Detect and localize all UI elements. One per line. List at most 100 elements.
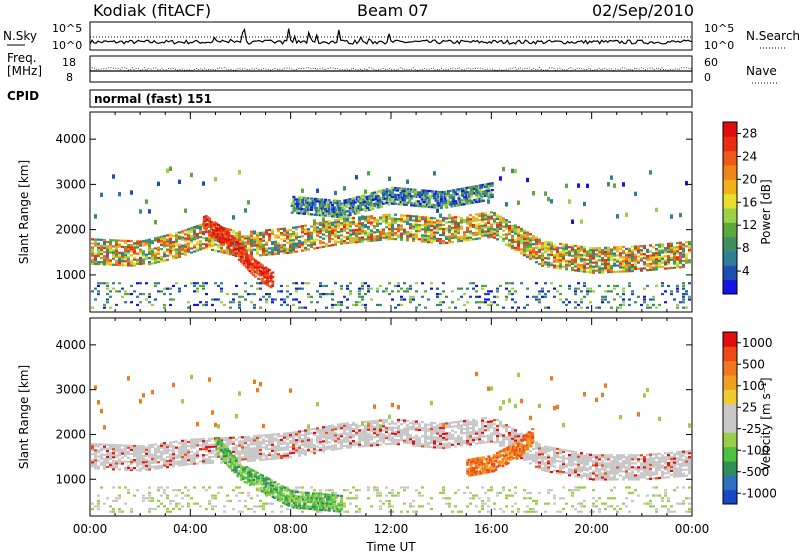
heatmap-cell <box>388 414 391 420</box>
heatmap-cell <box>322 284 325 288</box>
heatmap-cell <box>190 251 193 254</box>
heatmap-cell <box>328 238 331 241</box>
heatmap-cell <box>574 253 577 256</box>
heatmap-cell <box>359 204 363 207</box>
heatmap-cell <box>361 429 364 432</box>
heatmap-cell <box>199 246 202 249</box>
heatmap-cell <box>487 290 490 293</box>
heatmap-cell <box>475 233 478 236</box>
heatmap-cell <box>400 303 403 307</box>
heatmap-cell <box>166 449 169 453</box>
heatmap-cell <box>136 242 139 245</box>
heatmap-cell <box>346 223 349 226</box>
heatmap-cell <box>214 298 217 301</box>
heatmap-cell <box>460 203 464 206</box>
heatmap-cell <box>427 435 430 438</box>
heatmap-cell <box>103 257 106 260</box>
heatmap-cell <box>142 499 145 503</box>
heatmap-cell <box>154 449 157 452</box>
heatmap-cell <box>565 262 568 265</box>
heatmap-cell <box>487 232 490 235</box>
heatmap-cell <box>166 258 169 261</box>
heatmap-cell <box>391 221 394 224</box>
heatmap-cell <box>187 228 190 231</box>
heatmap-cell <box>625 258 628 261</box>
heatmap-cell <box>265 233 268 236</box>
heatmap-cell <box>127 452 130 455</box>
heatmap-cell <box>616 260 619 263</box>
heatmap-cell <box>292 445 295 448</box>
heatmap-cell <box>550 243 553 246</box>
heatmap-cell <box>446 192 450 195</box>
heatmap-cell <box>679 247 682 250</box>
heatmap-cell <box>622 249 625 253</box>
heatmap-cell <box>619 252 622 255</box>
heatmap-cell <box>304 248 307 252</box>
heatmap-cell <box>193 446 196 449</box>
heatmap-cell <box>268 253 271 256</box>
heatmap-cell <box>352 241 355 244</box>
heatmap-cell <box>204 215 208 218</box>
heatmap-cell <box>448 203 452 206</box>
heatmap-cell <box>376 489 379 492</box>
heatmap-cell <box>292 230 295 233</box>
heatmap-cell <box>277 433 280 436</box>
heatmap-cell <box>413 193 417 196</box>
heatmap-cell <box>241 237 244 240</box>
heatmap-cell <box>487 236 490 239</box>
heatmap-cell <box>306 206 310 209</box>
heatmap-cell <box>350 202 354 205</box>
heatmap-cell <box>91 445 94 448</box>
heatmap-cell <box>349 426 352 429</box>
heatmap-cell <box>325 284 328 288</box>
heatmap-cell <box>353 205 357 208</box>
heatmap-cell <box>376 197 380 200</box>
heatmap-cell <box>496 221 499 225</box>
heatmap-cell <box>436 239 439 243</box>
heatmap-cell <box>166 447 169 451</box>
heatmap-cell <box>298 301 301 304</box>
heatmap-cell <box>169 233 172 236</box>
heatmap-cell <box>364 223 367 227</box>
heatmap-cell <box>379 439 382 442</box>
heatmap-cell <box>397 224 400 227</box>
heatmap-cell <box>613 284 616 288</box>
heatmap-cell <box>121 245 124 248</box>
heatmap-cell <box>382 429 385 432</box>
heatmap-cell <box>277 455 280 458</box>
heatmap-cell <box>259 505 262 508</box>
heatmap-cell <box>496 226 499 229</box>
heatmap-cell <box>133 444 136 448</box>
heatmap-cell <box>610 268 613 272</box>
heatmap-cell <box>307 234 310 237</box>
heatmap-cell <box>376 491 379 495</box>
heatmap-cell <box>392 193 396 196</box>
heatmap-cell <box>325 429 328 432</box>
noise-right-tick-bottom: 10^0 <box>704 39 734 52</box>
heatmap-cell <box>410 201 414 205</box>
heatmap-cell <box>487 215 490 218</box>
heatmap-cell <box>466 220 469 223</box>
heatmap-cell <box>631 265 634 269</box>
heatmap-cell <box>511 306 514 309</box>
heatmap-cell <box>286 284 289 288</box>
heatmap-cell <box>319 434 322 437</box>
heatmap-cell <box>115 290 118 293</box>
heatmap-cell <box>547 255 550 258</box>
heatmap-cell <box>262 253 265 257</box>
heatmap-cell <box>169 445 172 448</box>
heatmap-cell <box>316 222 319 225</box>
heatmap-cell <box>601 259 604 262</box>
heatmap-cell <box>229 234 232 237</box>
heatmap-cell <box>148 246 151 249</box>
heatmap-cell <box>298 245 301 249</box>
heatmap-cell <box>97 455 100 458</box>
heatmap-cell <box>436 223 439 226</box>
heatmap-cell <box>274 246 277 249</box>
heatmap-cell <box>343 213 347 216</box>
colorbar-swatch <box>723 179 737 195</box>
heatmap-cell <box>91 465 94 468</box>
heatmap-cell <box>325 441 328 444</box>
heatmap-cell <box>331 229 334 233</box>
heatmap-cell <box>289 237 292 240</box>
